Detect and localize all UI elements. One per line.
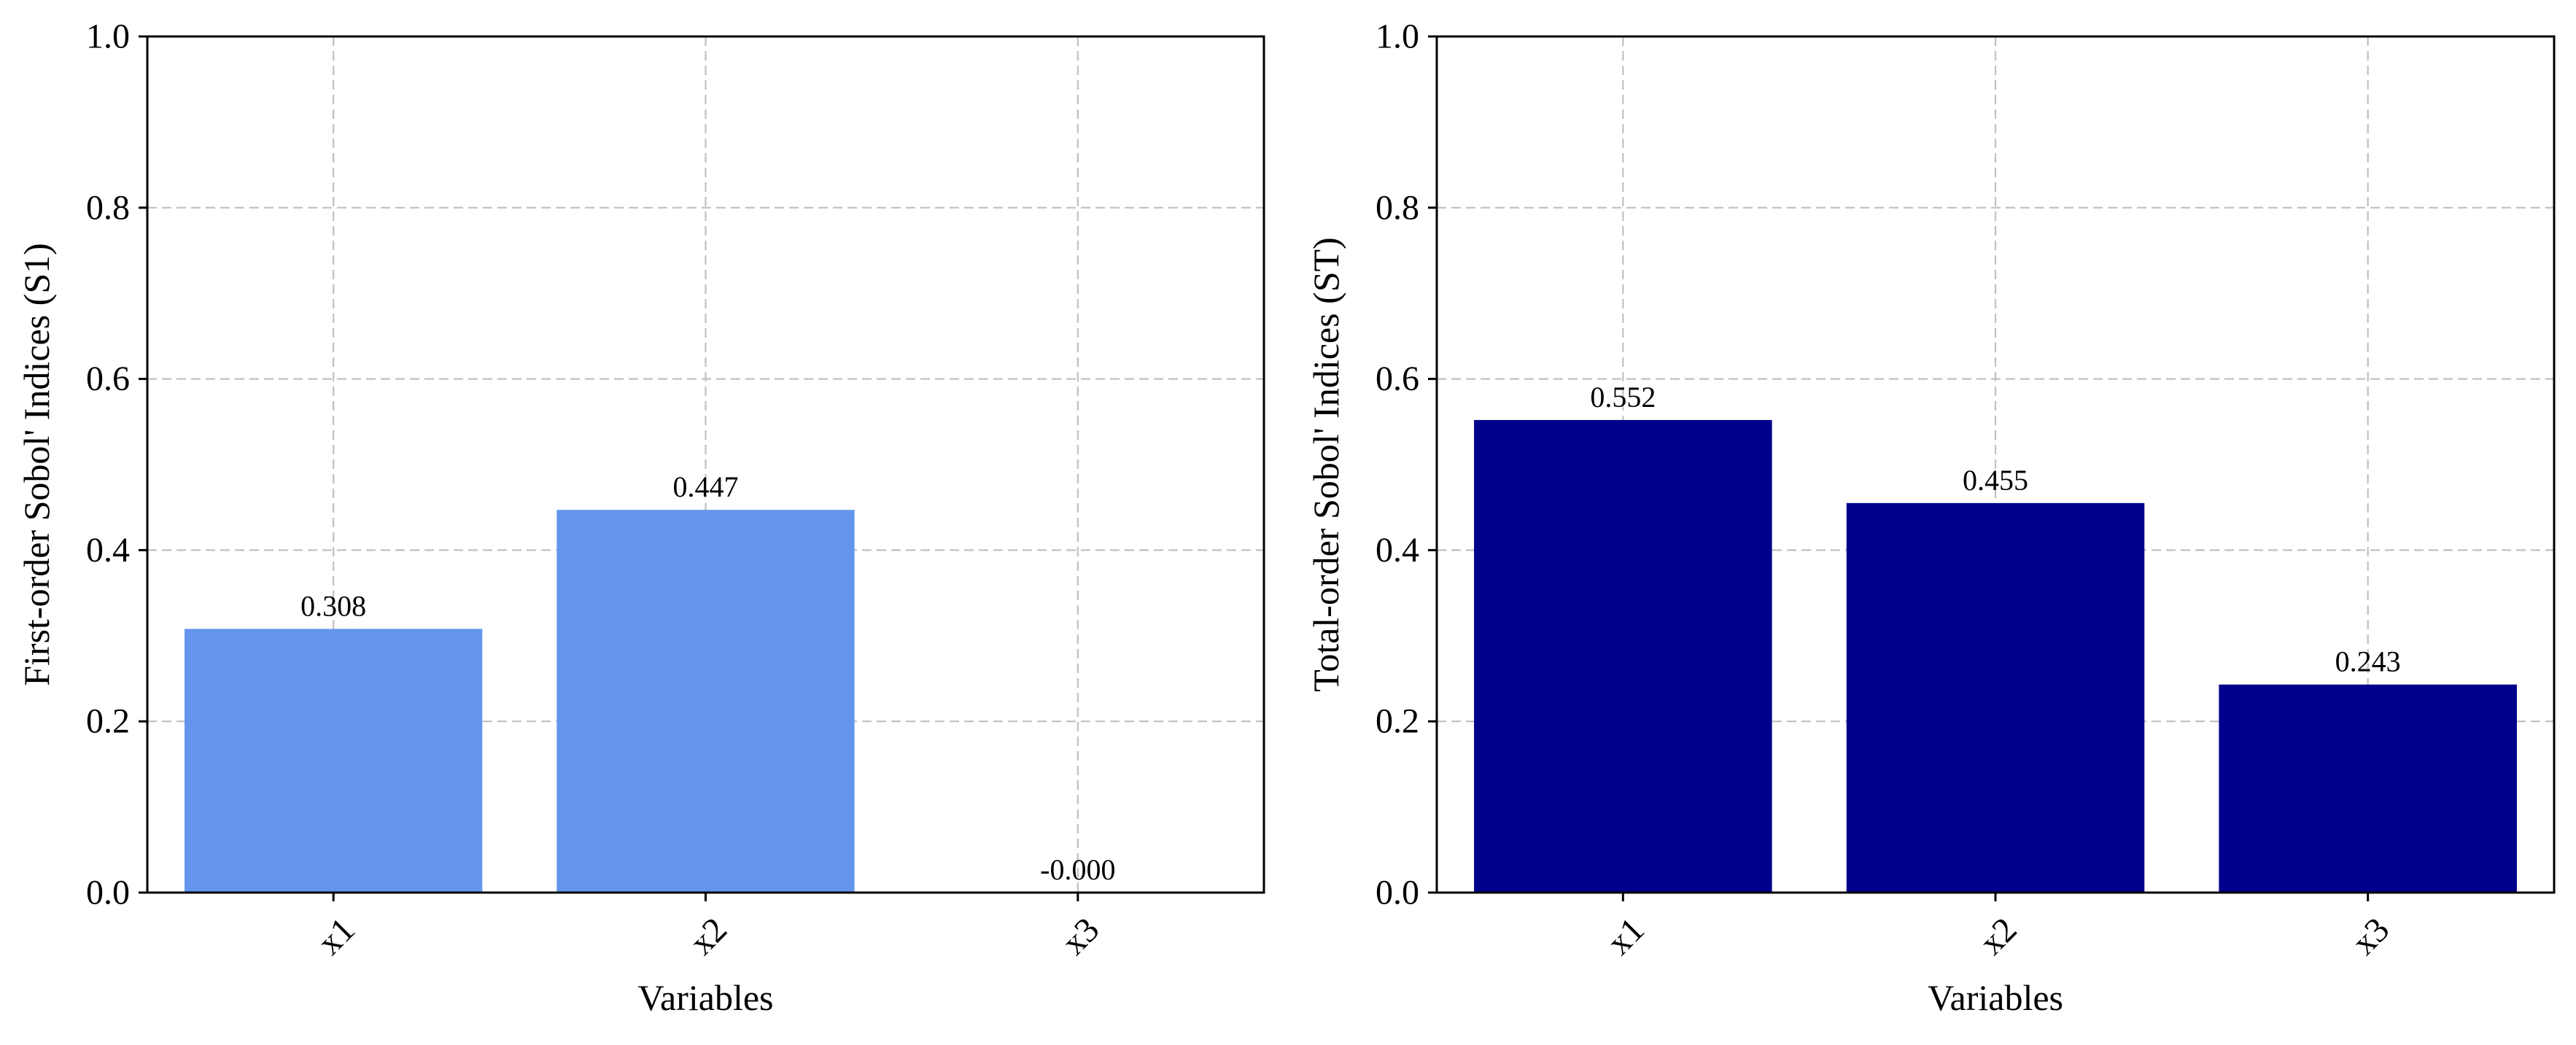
bar-value-label: 0.552 [1590, 381, 1656, 413]
bar-value-label: 0.243 [2335, 645, 2401, 678]
x-axis-label: Variables [637, 977, 773, 1018]
x-tick-label: x2 [683, 910, 734, 962]
y-tick-label: 0.4 [1376, 531, 1419, 570]
bar-x2 [1846, 502, 2145, 893]
first-order-chart: 0.308 0.447 -0.000 0.0 0.2 0.4 0.6 0.8 1.0 x1 x2 x3… [16, 18, 1265, 1018]
x-tick-label: x1 [1599, 910, 1651, 962]
bar-value-label: -0.000 [1040, 853, 1115, 886]
bar-value-label: 0.455 [1963, 464, 2028, 497]
y-tick-label: 0.0 [1376, 874, 1419, 912]
bar-value-label: 0.308 [300, 589, 366, 622]
y-tick-label: 0.6 [86, 360, 130, 398]
y-tick-label: 0.8 [1376, 188, 1419, 227]
x-axis-label: Variables [1928, 977, 2063, 1018]
bar-x1 [185, 629, 483, 893]
total-order-chart: 0.552 0.455 0.243 0.0 0.2 0.4 0.6 0.8 1.0 x1 x2 x3 V… [1306, 18, 2556, 1018]
x-tick-label: x3 [2345, 910, 2397, 962]
y-tick-label: 1.0 [1376, 18, 1419, 56]
y-tick-label: 1.0 [86, 18, 130, 56]
x-tick-label: x1 [310, 910, 362, 962]
bar-value-label: 0.447 [673, 470, 739, 503]
y-tick-label: 0.8 [86, 188, 130, 227]
y-tick-label: 0.2 [1376, 702, 1419, 741]
y-tick-label: 0.6 [1376, 360, 1419, 398]
y-tick-label: 0.2 [86, 702, 130, 741]
bar-x3 [2219, 684, 2517, 893]
y-tick-label: 0.4 [86, 531, 130, 570]
y-axis-label: First-order Sobol' Indices (S1) [16, 243, 57, 686]
y-tick-label: 0.0 [86, 874, 130, 912]
x-tick-label: x2 [1972, 910, 2024, 962]
bar-x1 [1474, 419, 1772, 893]
x-tick-label: x3 [1055, 910, 1106, 962]
bar-x2 [556, 510, 855, 893]
y-axis-label: Total-order Sobol' Indices (ST) [1306, 237, 1346, 691]
